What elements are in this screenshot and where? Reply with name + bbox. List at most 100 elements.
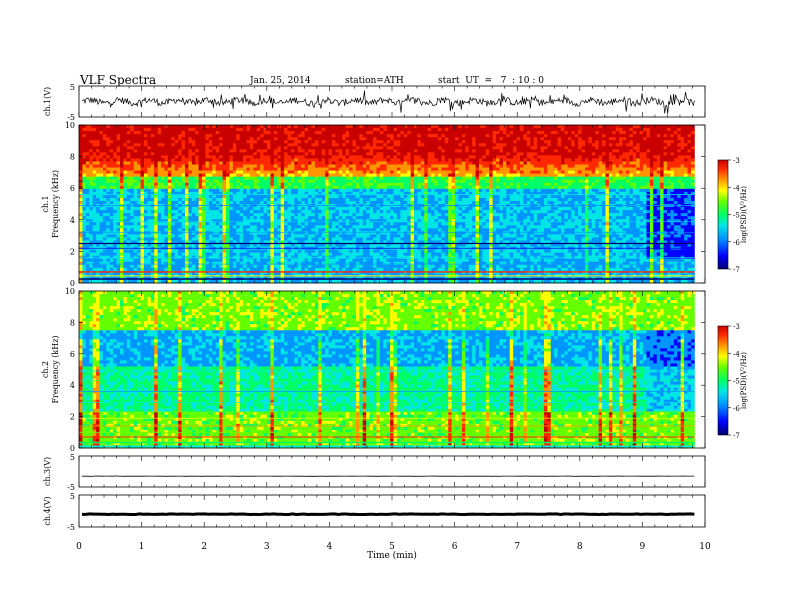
ch1-spectrogram-cell (370, 140, 374, 143)
ch1-spectrogram-cell (335, 183, 339, 186)
ch1-spectrogram-cell (311, 131, 315, 134)
ch1-spectrogram-cell (394, 180, 398, 183)
ch1-spectrogram-cell (394, 177, 398, 180)
ch1-spectrogram-cell (171, 137, 175, 140)
ch1-spectrogram-cell (380, 253, 384, 256)
ch1-spectrogram-cell (322, 165, 326, 168)
ch1-spectrogram-cell (294, 231, 298, 234)
ch1-spectrogram-cell (315, 186, 319, 189)
ch1-spectrogram-cell (346, 222, 350, 225)
ch1-spectrogram-cell (205, 174, 209, 177)
ch1-spectrogram-cell (223, 207, 227, 210)
ch1-spectrogram-cell (376, 140, 380, 143)
ch1-spectrogram-cell (376, 143, 380, 146)
ch1-spectrogram-cell (89, 268, 93, 271)
ch1-spectrogram-cell (226, 213, 230, 216)
ch1-spectrogram-cell (274, 174, 278, 177)
ch1-spectrogram-cell (182, 268, 186, 271)
ch1-spectrogram-cell (308, 128, 312, 131)
ch1-spectrogram-cell (161, 186, 165, 189)
ch1-spectrogram-cell (359, 265, 363, 268)
ch1-spectrogram-cell (250, 250, 254, 253)
ch1-spectrogram-cell (281, 177, 285, 180)
ch1-spectrogram-cell (209, 222, 213, 225)
ch1-spectrogram-cell (247, 128, 251, 131)
ch1-spectrogram-cell (284, 198, 288, 201)
ch1-spectrogram-cell (89, 234, 93, 237)
ch1-spectrogram-cell (390, 174, 394, 177)
ch1-spectrogram-cell (106, 201, 110, 204)
ch1-spectrogram-cell (103, 155, 107, 158)
ch1-spectrogram-cell (390, 219, 394, 222)
ch1-spectrogram-cell (151, 177, 155, 180)
ch1-spectrogram-cell (264, 137, 268, 140)
ch1-spectrogram-cell (117, 131, 121, 134)
ch1-spectrogram-cell (161, 198, 165, 201)
ch1-spectrogram-cell (363, 143, 367, 146)
ch1-spectrogram-cell (335, 195, 339, 198)
ch1-spectrogram-cell (277, 219, 281, 222)
ch1-spectrogram-cell (315, 180, 319, 183)
ch1-spectrogram-cell (151, 165, 155, 168)
ch1-spectrogram-cell (397, 231, 401, 234)
ch1-spectrogram-cell (96, 149, 100, 152)
ch1-spectrogram-cell (335, 125, 339, 128)
ch1-spectrogram-cell (212, 225, 216, 228)
ch1-spectrogram-cell (141, 225, 145, 228)
ch1-spectrogram-cell (329, 180, 333, 183)
ch1-spectrogram-cell (103, 237, 107, 240)
ch1-spectrogram-cell (106, 128, 110, 131)
ch1-spectrogram-cell (243, 140, 247, 143)
ch1-spectrogram-cell (308, 155, 312, 158)
ch1-spectrogram-cell (311, 149, 315, 152)
ch1-spectrogram-cell (387, 137, 391, 140)
ch1-spectrogram-cell (229, 253, 233, 256)
ch1-spectrogram-cell (383, 216, 387, 219)
ch1-spectrogram-cell (308, 259, 312, 262)
ch1-spectrogram-cell (356, 210, 360, 213)
ch1-spectrogram-cell (352, 128, 356, 131)
ch1-spectrogram-cell (171, 155, 175, 158)
ch1-spectrogram-cell (86, 210, 90, 213)
ch1-spectrogram-cell (332, 219, 336, 222)
ch1-spectrogram-cell (305, 155, 309, 158)
ch1-spectrogram-cell (205, 253, 209, 256)
ch1-spectrogram-cell (322, 195, 326, 198)
ch1-spectrogram-cell (185, 161, 189, 164)
ch1-spectrogram-cell (216, 137, 220, 140)
ch1-spectrogram-cell (274, 165, 278, 168)
ch1-spectrogram-cell (212, 195, 216, 198)
ch1-spectrogram-cell (219, 171, 223, 174)
ch1-spectrogram-cell (185, 195, 189, 198)
ch1-spectrogram-cell (113, 189, 117, 192)
ch1-spectrogram-cell (161, 183, 165, 186)
ch1-spectrogram-cell (205, 234, 209, 237)
ch1-spectrogram-cell (253, 155, 257, 158)
ch1-spectrogram-cell (185, 234, 189, 237)
ch1-spectrogram-cell (123, 168, 127, 171)
ch1-spectrogram-cell (141, 161, 145, 164)
ch1-spectrogram-cell (233, 186, 237, 189)
ch1-spectrogram-cell (387, 228, 391, 231)
ch1-spectrogram-cell (216, 234, 220, 237)
ch1-spectrogram-cell (120, 210, 124, 213)
ch1-spectrogram-cell (154, 253, 158, 256)
ch1-spectrogram-cell (373, 149, 377, 152)
ch1-spectrogram-cell (113, 168, 117, 171)
ch1-spectrogram-cell (158, 210, 162, 213)
ch1-spectrogram-cell (352, 146, 356, 149)
ch1-spectrogram-cell (178, 262, 182, 265)
ch1-spectrogram-cell (250, 125, 254, 128)
ch1-spectrogram-cell (216, 259, 220, 262)
ch1-spectrogram-cell (281, 219, 285, 222)
ch1-spectrogram-cell (161, 195, 165, 198)
ch1-spectrogram-cell (219, 180, 223, 183)
ch1-spectrogram-cell (130, 180, 134, 183)
ch1-spectrogram-cell (216, 231, 220, 234)
ch1-spectrogram-cell (168, 195, 172, 198)
ch1-spectrogram-cell (161, 125, 165, 128)
ch1-spectrogram-cell (267, 222, 271, 225)
ch1-spectrogram-cell (182, 195, 186, 198)
ch1-spectrogram-cell (332, 253, 336, 256)
ch1-spectrogram-cell (349, 219, 353, 222)
